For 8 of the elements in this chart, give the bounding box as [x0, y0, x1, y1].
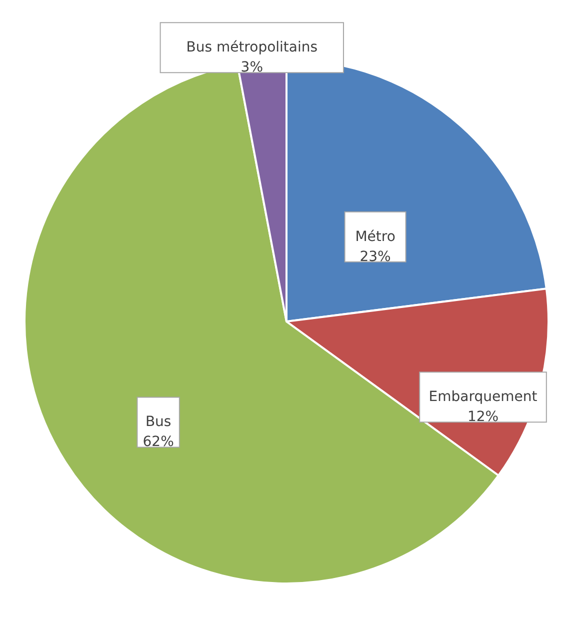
data-label: 12% — [467, 409, 499, 426]
data-label: 23% — [360, 248, 391, 265]
data-label: 62% — [142, 434, 174, 450]
data-label: 3% — [240, 60, 263, 76]
slice-label: Bus métropolitains — [186, 40, 318, 56]
slice-label: Bus — [145, 414, 172, 430]
slice-label: Embarquement — [428, 389, 538, 406]
slice-label: Métro — [355, 228, 396, 245]
